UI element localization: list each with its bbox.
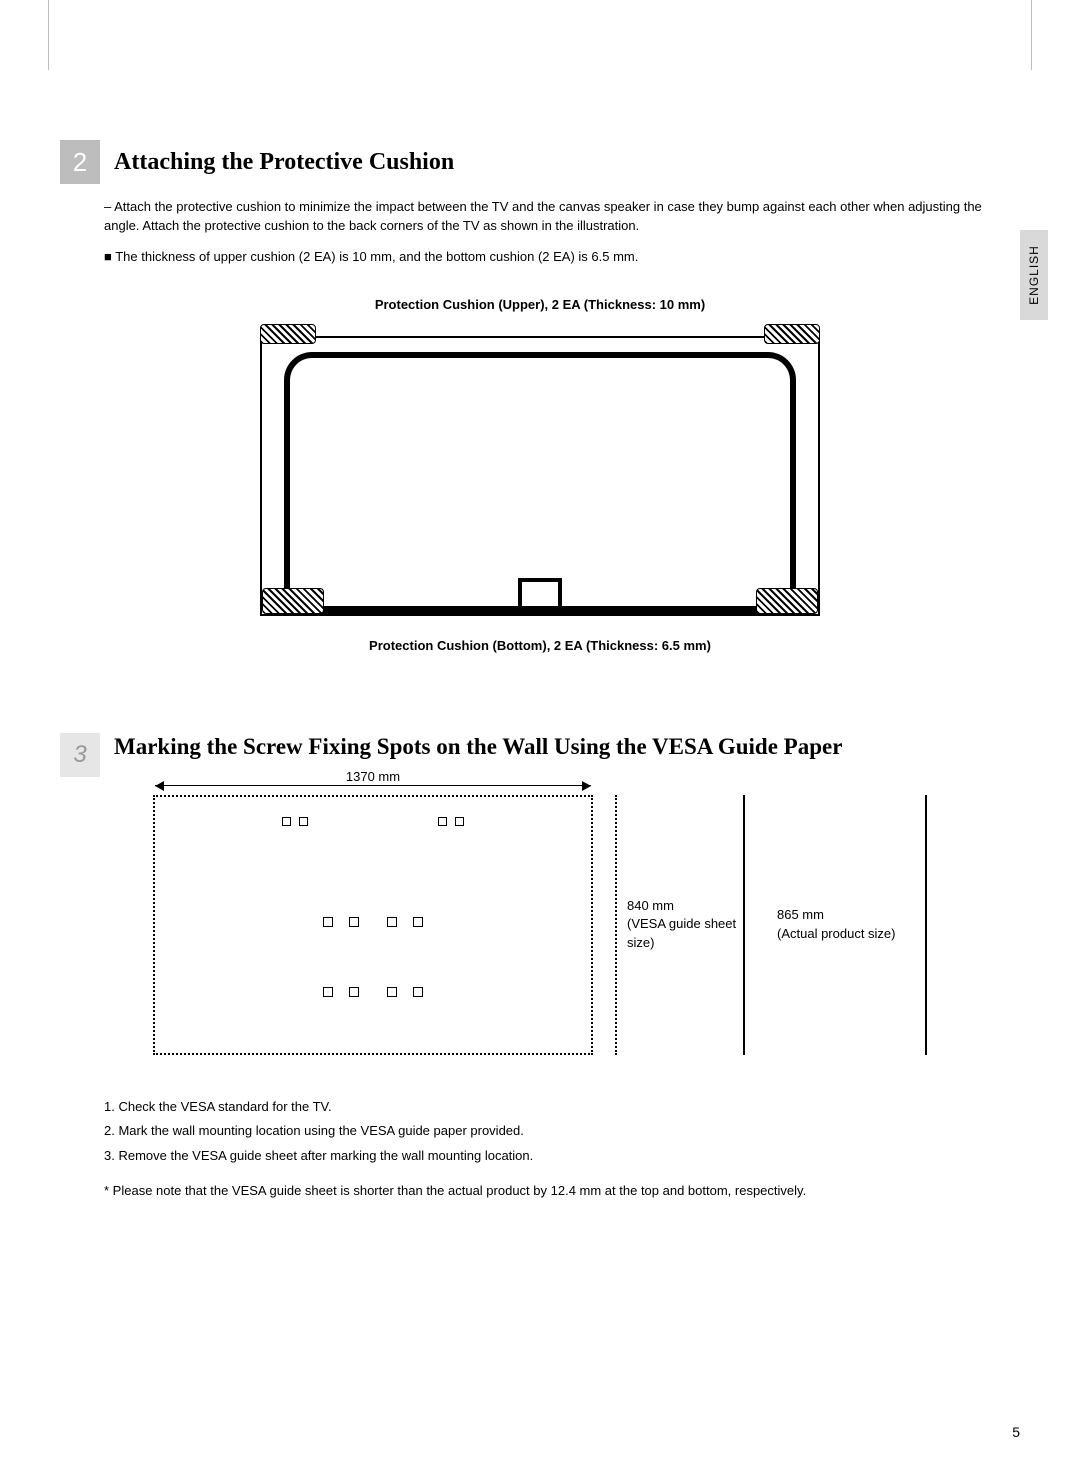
section-2-header: 2 Attaching the Protective Cushion <box>60 140 1020 184</box>
cushion-caption-bottom: Protection Cushion (Bottom), 2 EA (Thick… <box>260 638 820 653</box>
hole-pair <box>387 917 423 927</box>
hole <box>282 817 291 826</box>
hole <box>349 917 359 927</box>
mid-holes <box>155 917 591 927</box>
cushion-bottom-right <box>756 588 818 614</box>
step-1: 1. Check the VESA standard for the TV. <box>104 1095 1020 1120</box>
step-3: 3. Remove the VESA guide sheet after mar… <box>104 1144 1020 1169</box>
section-3-title: Marking the Screw Fixing Spots on the Wa… <box>114 733 842 762</box>
decorative-line-left <box>48 0 49 70</box>
hole <box>387 917 397 927</box>
bracket2-caption: (Actual product size) <box>777 925 925 943</box>
hole <box>413 917 423 927</box>
cushion-top-right <box>764 324 820 344</box>
bracket1-caption: (VESA guide sheet size) <box>627 915 743 951</box>
dim-width-label: 1370 mm <box>155 769 591 784</box>
step-list: 1. Check the VESA standard for the TV. 2… <box>104 1095 1020 1169</box>
top-holes <box>155 817 591 826</box>
bracket1-value: 840 mm <box>627 897 743 915</box>
tv-diagram-svg <box>260 324 820 624</box>
language-tab-label: ENGLISH <box>1027 245 1041 305</box>
hole <box>438 817 447 826</box>
bracket2-value: 865 mm <box>777 906 925 924</box>
cushion-top-left <box>260 324 316 344</box>
hole <box>299 817 308 826</box>
vesa-height-bracket-1: 840 mm (VESA guide sheet size) <box>615 795 745 1055</box>
hole-pair <box>323 917 359 927</box>
cushion-diagram: Protection Cushion (Upper), 2 EA (Thickn… <box>260 297 820 653</box>
hole-pair <box>323 987 359 997</box>
hole <box>387 987 397 997</box>
bot-holes <box>155 987 591 997</box>
section-3-footnote: * Please note that the VESA guide sheet … <box>104 1183 1020 1198</box>
section-2-paragraph: – Attach the protective cushion to minim… <box>104 198 1020 236</box>
language-tab: ENGLISH <box>1020 230 1048 320</box>
hole-pair <box>438 817 464 826</box>
hole <box>349 987 359 997</box>
section-2-title: Attaching the Protective Cushion <box>114 149 454 176</box>
vesa-diagram: 1370 mm 840 mm (VESA guide sheet size) <box>60 795 1020 1055</box>
hole <box>323 917 333 927</box>
cushion-bottom-left <box>262 588 324 614</box>
section-2-number: 2 <box>60 140 100 184</box>
hole-pair <box>282 817 308 826</box>
dim-width-arrow <box>155 785 591 786</box>
tv-notch <box>518 578 562 606</box>
hole <box>455 817 464 826</box>
section-2-note: ■ The thickness of upper cushion (2 EA) … <box>104 248 1020 267</box>
vesa-height-bracket-2: 865 mm (Actual product size) <box>767 795 927 1055</box>
step-2: 2. Mark the wall mounting location using… <box>104 1119 1020 1144</box>
tv-base <box>280 606 800 616</box>
hole <box>323 987 333 997</box>
hole <box>413 987 423 997</box>
hole-pair <box>387 987 423 997</box>
vesa-sheet: 1370 mm <box>153 795 593 1055</box>
decorative-line-right <box>1031 0 1032 70</box>
section-3-number: 3 <box>60 733 100 777</box>
cushion-caption-top: Protection Cushion (Upper), 2 EA (Thickn… <box>260 297 820 312</box>
page-number: 5 <box>1012 1424 1020 1440</box>
dim-line <box>155 785 591 786</box>
tv-inner-frame <box>284 352 796 604</box>
